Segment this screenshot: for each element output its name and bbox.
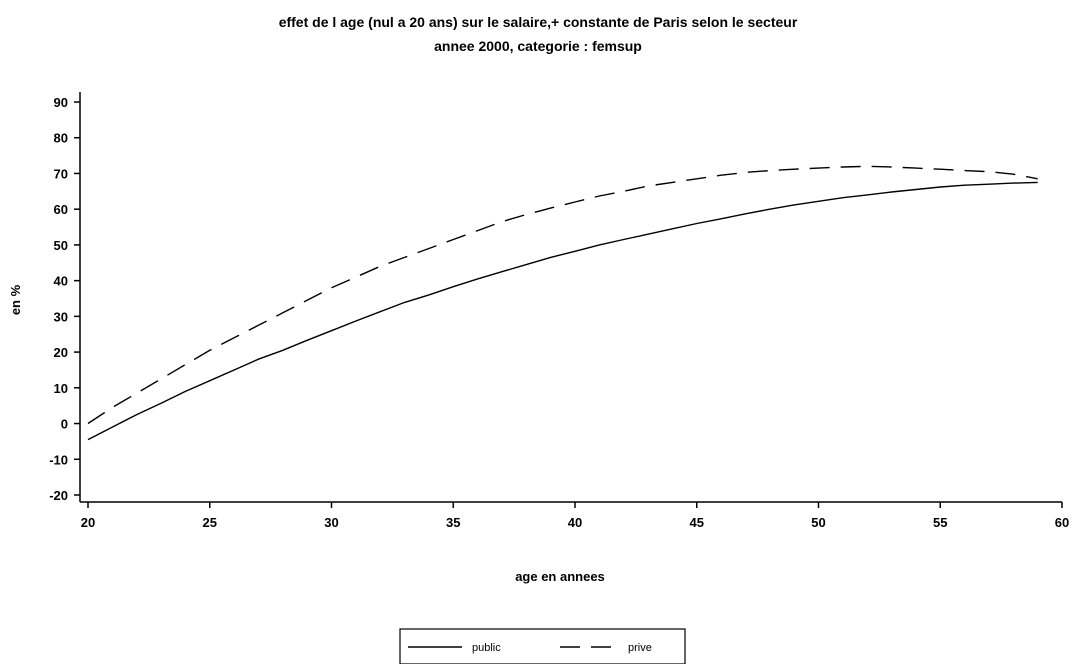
x-tick-label: 50: [811, 515, 825, 530]
x-tick-label: 35: [446, 515, 460, 530]
x-tick-label: 45: [690, 515, 704, 530]
x-tick-label: 55: [933, 515, 947, 530]
x-tick-label: 20: [81, 515, 95, 530]
y-tick-label: 30: [54, 309, 68, 324]
chart-subtitle: annee 2000, categorie : femsup: [434, 38, 642, 54]
x-tick-label: 30: [324, 515, 338, 530]
y-tick-label: 80: [54, 131, 68, 146]
legend-label-prive: prive: [628, 642, 652, 654]
y-tick-label: 90: [54, 95, 68, 110]
y-tick-label: 0: [61, 417, 68, 432]
legend-label-public: public: [472, 642, 501, 654]
series-line-public: [87, 181, 1038, 441]
x-axis: 20 25 30 35 40 45 50 55 60: [80, 501, 1069, 530]
y-tick-label: 60: [54, 202, 68, 217]
y-axis-label: en %: [8, 284, 23, 315]
x-tick-label: 40: [568, 515, 582, 530]
x-axis-label: age en annees: [515, 569, 605, 584]
chart-title: effet de l age (nul a 20 ans) sur le sal…: [279, 14, 798, 30]
legend: public prive: [399, 628, 686, 664]
series-line-prive: [87, 165, 1038, 425]
y-tick-label: -20: [49, 488, 68, 503]
x-tick-label: 60: [1055, 515, 1069, 530]
series-layer: [87, 165, 1038, 441]
y-tick-label: 40: [54, 274, 68, 289]
y-tick-label: -10: [49, 452, 68, 467]
x-tick-label: 25: [203, 515, 217, 530]
y-tick-label: 20: [54, 345, 68, 360]
y-tick-label: 50: [54, 238, 68, 253]
y-tick-label: 70: [54, 166, 68, 181]
y-tick-label: 10: [54, 381, 68, 396]
y-axis: -20 -10 0 10 20 30 40 50 60 70 80 90: [49, 92, 81, 503]
